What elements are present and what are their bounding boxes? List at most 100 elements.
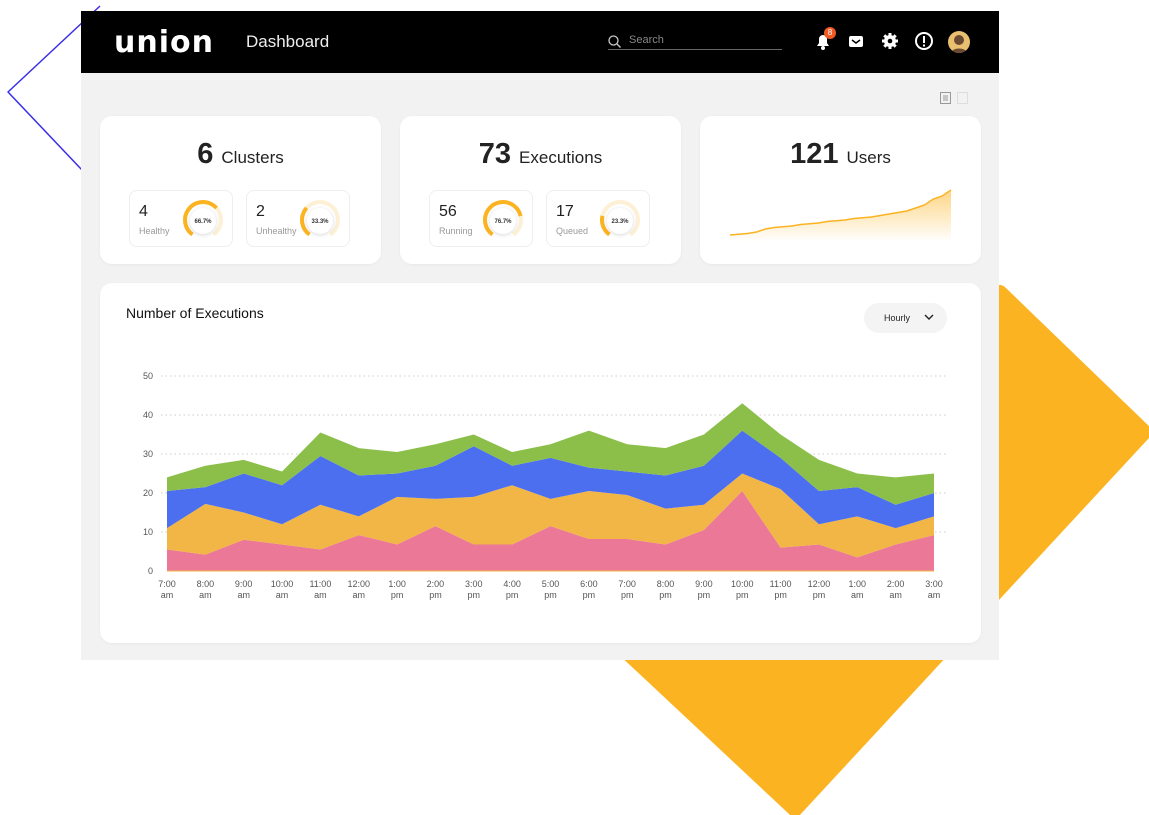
queued-stat: 17 Queued 23.3% [546,190,650,247]
chart-title: Number of Executions [126,305,264,321]
x-tick-line: 3:00 [465,579,483,589]
blue-diamond-outline [7,5,101,171]
gauge-percent: 33.3% [311,219,329,225]
x-tick-line: 8:00 [197,579,215,589]
running-gauge: 76.7% [483,200,524,240]
x-tick-line: am [276,590,289,600]
users-trend-sparkline [729,189,952,242]
gauge-fill [183,200,223,240]
running-stat: 56 Running 76.7% [429,190,533,247]
x-tick-line: 11:00 [309,579,331,589]
gauge-fill [483,200,524,240]
series-area-3 [167,403,934,505]
x-tick-line: pm [391,590,404,600]
users-label: Users [846,148,891,167]
x-tick-line: 7:00 [158,579,176,589]
top-bar: UNION Dashboard Search 8 [81,11,999,73]
gauge-percent: 23.3% [611,219,629,225]
interval-dropdown[interactable]: Hourly [864,303,947,333]
unhealthy-gauge: 33.3% [300,200,340,240]
executions-chart-card: Number of Executions Hourly 0 10 20 30 40 50 7… [100,283,981,643]
x-tick-line: 5:00 [542,579,560,589]
x-tick-line: pm [544,590,557,600]
x-tick-line: 12:00 [808,579,831,589]
notification-badge: 8 [824,27,836,39]
x-tick-line: pm [659,590,672,600]
x-tick-line: am [352,590,365,600]
clusters-label: Clusters [221,148,284,167]
running-count: 56 [439,203,457,220]
executions-area-chart: 010203040507:00am8:00am9:00am10:00am11:0… [143,371,948,600]
avatar[interactable] [948,31,970,53]
x-tick-line: pm [698,590,711,600]
x-tick-line: 10:00 [271,579,294,589]
sparkline-line [729,189,952,236]
x-tick-line: 7:00 [618,579,636,589]
executions-count: 73 [478,138,512,170]
gauge-center [607,208,633,234]
x-tick-line: pm [468,590,481,600]
y-tick-label: 50 [143,371,153,381]
x-tick-line: 11:00 [770,579,792,589]
users-card: 121 Users [700,116,981,264]
x-tick-line: 4:00 [503,579,521,589]
x-tick-line: pm [583,590,596,600]
search-placeholder: Search [629,34,664,46]
y-tick-label: 30 [143,449,153,459]
page-title: Dashboard [246,32,330,51]
inbox-icon[interactable] [846,31,866,51]
x-tick-line: 1:00 [388,579,406,589]
y-tick-label: 0 [148,566,153,576]
chevron-down-icon [924,314,934,320]
executions-card: 73 Executions 56 Running 76.7% 17 Queued 23.3… [400,116,681,264]
series-area-0 [167,491,934,571]
grid-view-icon[interactable] [957,92,968,104]
x-tick-line: pm [621,590,634,600]
gear-icon[interactable] [880,31,900,51]
x-tick-line: am [851,590,864,600]
gauge-percent: 66.7% [194,219,212,225]
dashboard-window: UNION Dashboard Search 8 6 Clusters 4 Heal… [81,11,999,660]
x-tick-line: am [237,590,250,600]
list-view-icon[interactable] [940,92,951,104]
healthy-gauge: 66.7% [183,200,223,240]
search-input[interactable]: Search [608,33,782,50]
x-tick-line: 3:00 [925,579,943,589]
view-toggle[interactable] [940,92,970,104]
x-tick-line: 9:00 [695,579,713,589]
unhealthy-stat: 2 Unhealthy 33.3% [246,190,350,247]
x-tick-line: pm [736,590,749,600]
x-tick-line: am [199,590,212,600]
gauge-fill [600,200,640,240]
x-tick-line: 6:00 [580,579,598,589]
gauge-fill [300,200,340,240]
unhealthy-count: 2 [256,203,265,220]
union-logo[interactable]: UNION [114,25,214,60]
healthy-label: Healthy [139,226,170,236]
x-tick-line: 12:00 [347,579,370,589]
unhealthy-label: Unhealthy [256,226,297,236]
running-label: Running [439,226,473,236]
x-tick-line: 10:00 [731,579,754,589]
y-tick-label: 10 [143,527,153,537]
clusters-count: 6 [197,138,214,170]
interval-value: Hourly [884,313,911,323]
x-tick-line: 9:00 [235,579,253,589]
x-tick-line: 1:00 [849,579,867,589]
y-tick-label: 20 [143,488,153,498]
x-tick-line: pm [429,590,442,600]
x-tick-line: am [161,590,174,600]
alert-icon[interactable] [914,31,934,51]
